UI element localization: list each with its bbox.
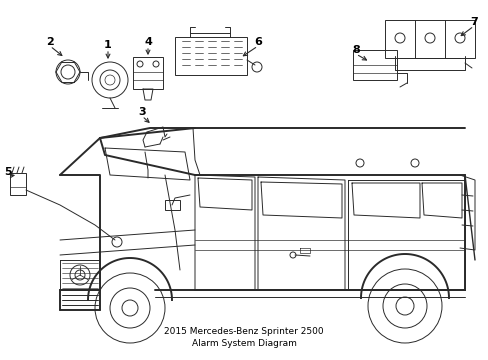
Text: 6: 6 bbox=[254, 37, 262, 47]
Text: 8: 8 bbox=[351, 45, 359, 55]
Bar bbox=[175, 37, 246, 75]
Bar bbox=[10, 173, 26, 195]
Bar bbox=[384, 20, 474, 58]
Text: 4: 4 bbox=[144, 37, 152, 47]
Bar bbox=[164, 200, 180, 210]
Text: 1: 1 bbox=[104, 40, 112, 50]
Text: 3: 3 bbox=[138, 107, 145, 117]
Bar bbox=[352, 50, 396, 80]
Text: 5: 5 bbox=[4, 167, 12, 177]
Text: 2015 Mercedes-Benz Sprinter 2500
Alarm System Diagram: 2015 Mercedes-Benz Sprinter 2500 Alarm S… bbox=[164, 327, 323, 348]
Text: 7: 7 bbox=[469, 17, 477, 27]
Text: 2: 2 bbox=[46, 37, 54, 47]
Bar bbox=[133, 57, 163, 89]
